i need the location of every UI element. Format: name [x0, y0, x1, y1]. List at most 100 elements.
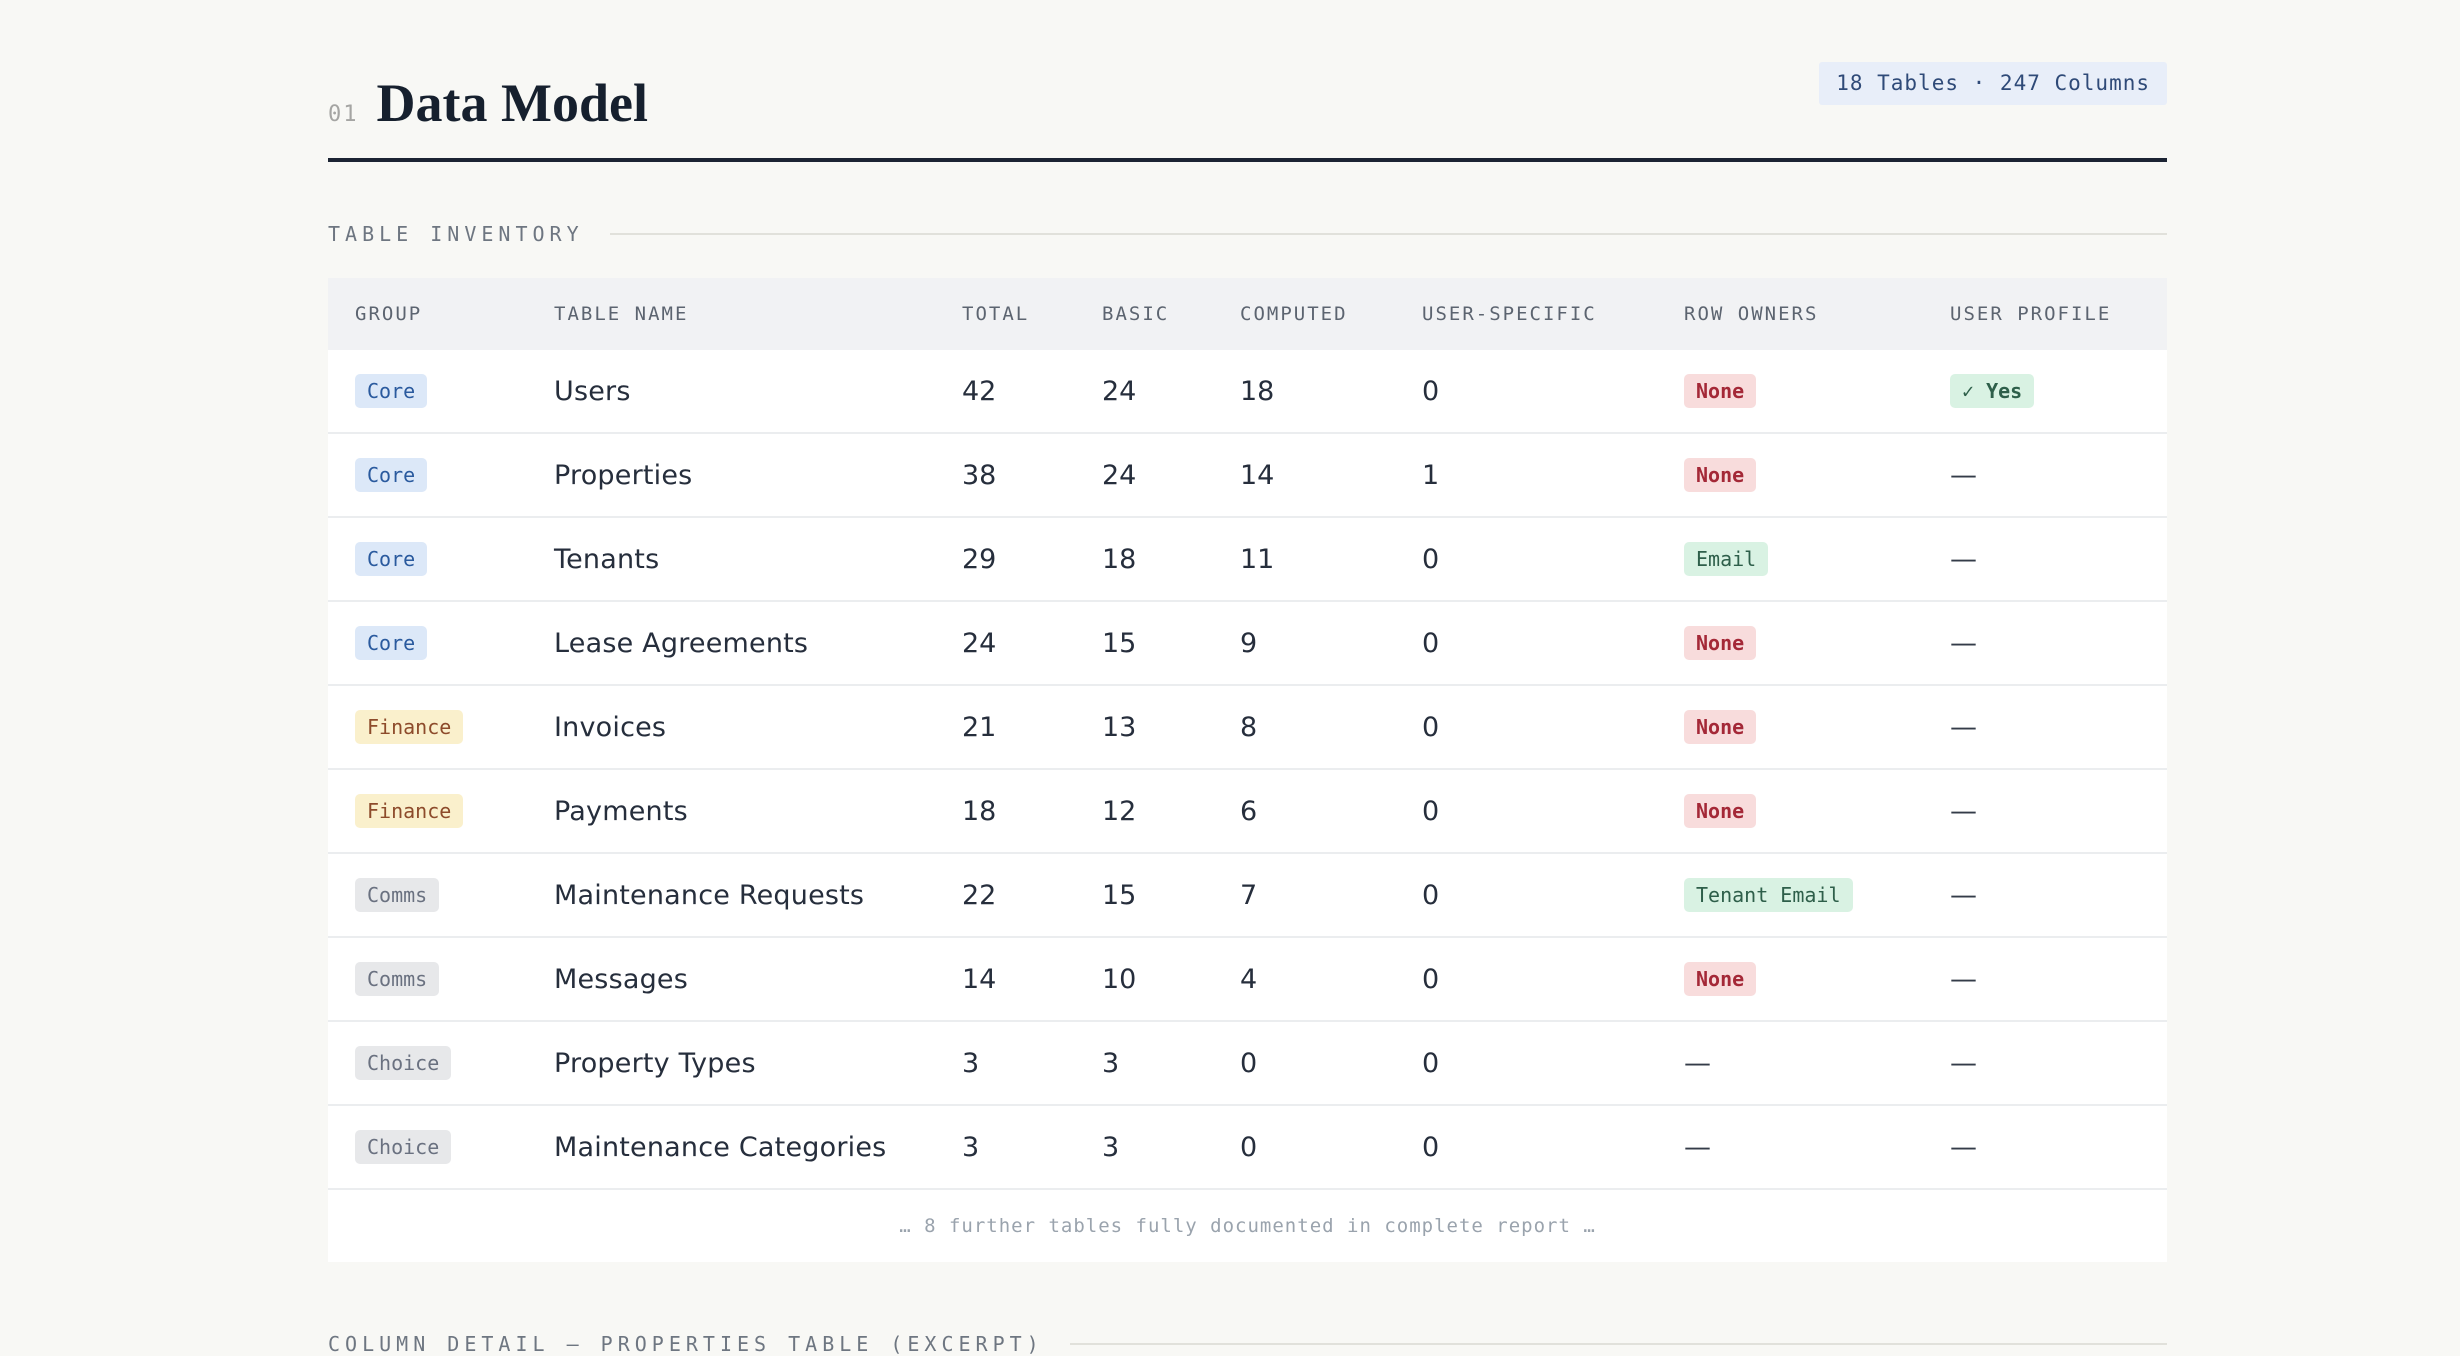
- group-badge: Comms: [355, 878, 440, 912]
- page-title: Data Model: [376, 73, 648, 133]
- row-owners-cell: None: [1684, 626, 1950, 660]
- row-owners-cell: Tenant Email: [1684, 878, 1950, 912]
- user-profile-empty-dash: —: [1950, 543, 1977, 575]
- user-specific-cell: 0: [1422, 879, 1440, 911]
- column-header: BASIC: [1102, 303, 1170, 325]
- computed-cell: 7: [1240, 879, 1258, 911]
- basic-cell: 15: [1102, 879, 1137, 911]
- total-cell: 21: [962, 711, 997, 743]
- table-row: Comms Maintenance Requests 22 15 7 0 Tenant Em…: [328, 854, 2167, 938]
- row-owners-badge: None: [1684, 794, 1757, 828]
- column-header: USER-SPECIFIC: [1422, 303, 1597, 325]
- user-specific-cell: 0: [1422, 543, 1440, 575]
- table-name-cell: Lease Agreements: [554, 627, 809, 659]
- computed-cell: 6: [1240, 795, 1258, 827]
- table-footer: … 8 further tables fully documented in c…: [328, 1190, 2167, 1262]
- column-header: TABLE NAME: [554, 303, 689, 325]
- basic-cell: 24: [1102, 459, 1137, 491]
- user-profile-badge: ✓ Yes: [1950, 374, 2035, 408]
- total-cell: 14: [962, 963, 997, 995]
- user-profile-cell: —: [1950, 880, 2167, 911]
- computed-cell: 4: [1240, 963, 1258, 995]
- group-badge: Core: [355, 458, 428, 492]
- table-name-cell: Messages: [554, 963, 689, 995]
- group-badge: Choice: [355, 1046, 452, 1080]
- basic-cell: 3: [1102, 1047, 1120, 1079]
- group-badge: Finance: [355, 794, 464, 828]
- group-cell: Core: [355, 626, 554, 660]
- user-profile-cell: —: [1950, 1048, 2167, 1079]
- group-badge: Finance: [355, 710, 464, 744]
- user-specific-cell: 0: [1422, 1131, 1440, 1163]
- user-profile-empty-dash: —: [1950, 963, 1977, 995]
- table-row: Comms Messages 14 10 4 0 None —: [328, 938, 2167, 1022]
- inventory-table: GROUP TABLE NAME TOTAL BASIC COMPUTED USER-SP…: [328, 278, 2167, 1262]
- table-name-cell: Maintenance Requests: [554, 879, 865, 911]
- user-profile-empty-dash: —: [1950, 459, 1977, 491]
- summary-badge: 18 Tables · 247 Columns: [1819, 62, 2167, 105]
- inventory-section-divider: [609, 233, 2167, 235]
- table-row: Core Properties 38 24 14 1 None —: [328, 434, 2167, 518]
- user-specific-cell: 0: [1422, 375, 1440, 407]
- user-profile-cell: —: [1950, 1132, 2167, 1163]
- computed-cell: 0: [1240, 1047, 1258, 1079]
- user-profile-cell: —: [1950, 964, 2167, 995]
- user-profile-empty-dash: —: [1950, 795, 1977, 827]
- basic-cell: 10: [1102, 963, 1137, 995]
- table-row: Core Tenants 29 18 11 0 Email —: [328, 518, 2167, 602]
- computed-cell: 0: [1240, 1131, 1258, 1163]
- user-profile-cell: —: [1950, 460, 2167, 491]
- total-cell: 18: [962, 795, 997, 827]
- total-cell: 22: [962, 879, 997, 911]
- computed-cell: 11: [1240, 543, 1275, 575]
- row-owners-badge: Tenant Email: [1684, 878, 1853, 912]
- row-owners-cell: —: [1684, 1048, 1950, 1079]
- column-header: GROUP: [355, 303, 423, 325]
- group-cell: Choice: [355, 1130, 554, 1164]
- inventory-section-label: TABLE INVENTORY: [328, 222, 584, 246]
- row-owners-badge: None: [1684, 374, 1757, 408]
- group-cell: Finance: [355, 710, 554, 744]
- basic-cell: 12: [1102, 795, 1137, 827]
- next-section-divider: [1069, 1343, 2167, 1345]
- table-header-row: GROUP TABLE NAME TOTAL BASIC COMPUTED USER-SP…: [328, 278, 2167, 350]
- row-owners-badge: None: [1684, 626, 1757, 660]
- group-cell: Core: [355, 542, 554, 576]
- user-profile-cell: —: [1950, 628, 2167, 659]
- group-badge: Core: [355, 374, 428, 408]
- row-owners-cell: None: [1684, 374, 1950, 408]
- table-row: Finance Invoices 21 13 8 0 None —: [328, 686, 2167, 770]
- row-owners-badge: None: [1684, 458, 1757, 492]
- user-profile-empty-dash: —: [1950, 627, 1977, 659]
- row-owners-cell: —: [1684, 1132, 1950, 1163]
- user-specific-cell: 0: [1422, 711, 1440, 743]
- user-profile-empty-dash: —: [1950, 879, 1977, 911]
- row-owners-badge: Email: [1684, 542, 1769, 576]
- table-footer-note: … 8 further tables fully documented in c…: [899, 1215, 1596, 1237]
- row-owners-empty-dash: —: [1684, 1047, 1711, 1079]
- user-profile-empty-dash: —: [1950, 711, 1977, 743]
- column-header: ROW OWNERS: [1684, 303, 1819, 325]
- user-specific-cell: 0: [1422, 627, 1440, 659]
- next-section-header: COLUMN DETAIL — PROPERTIES TABLE (EXCERP…: [328, 1332, 2167, 1356]
- group-cell: Finance: [355, 794, 554, 828]
- next-section-label: COLUMN DETAIL — PROPERTIES TABLE (EXCERP…: [328, 1332, 1044, 1356]
- table-name-cell: Properties: [554, 459, 693, 491]
- row-owners-cell: None: [1684, 962, 1950, 996]
- total-cell: 42: [962, 375, 997, 407]
- row-owners-cell: None: [1684, 794, 1950, 828]
- table-name-cell: Invoices: [554, 711, 667, 743]
- basic-cell: 24: [1102, 375, 1137, 407]
- user-specific-cell: 0: [1422, 795, 1440, 827]
- table-row: Core Lease Agreements 24 15 9 0 None —: [328, 602, 2167, 686]
- group-cell: Choice: [355, 1046, 554, 1080]
- group-cell: Comms: [355, 878, 554, 912]
- total-cell: 24: [962, 627, 997, 659]
- title-rule: [328, 158, 2167, 162]
- row-owners-empty-dash: —: [1684, 1131, 1711, 1163]
- group-badge: Choice: [355, 1130, 452, 1164]
- user-specific-cell: 0: [1422, 963, 1440, 995]
- page-header: 01 Data Model 18 Tables · 247 Columns: [328, 62, 2167, 133]
- total-cell: 38: [962, 459, 997, 491]
